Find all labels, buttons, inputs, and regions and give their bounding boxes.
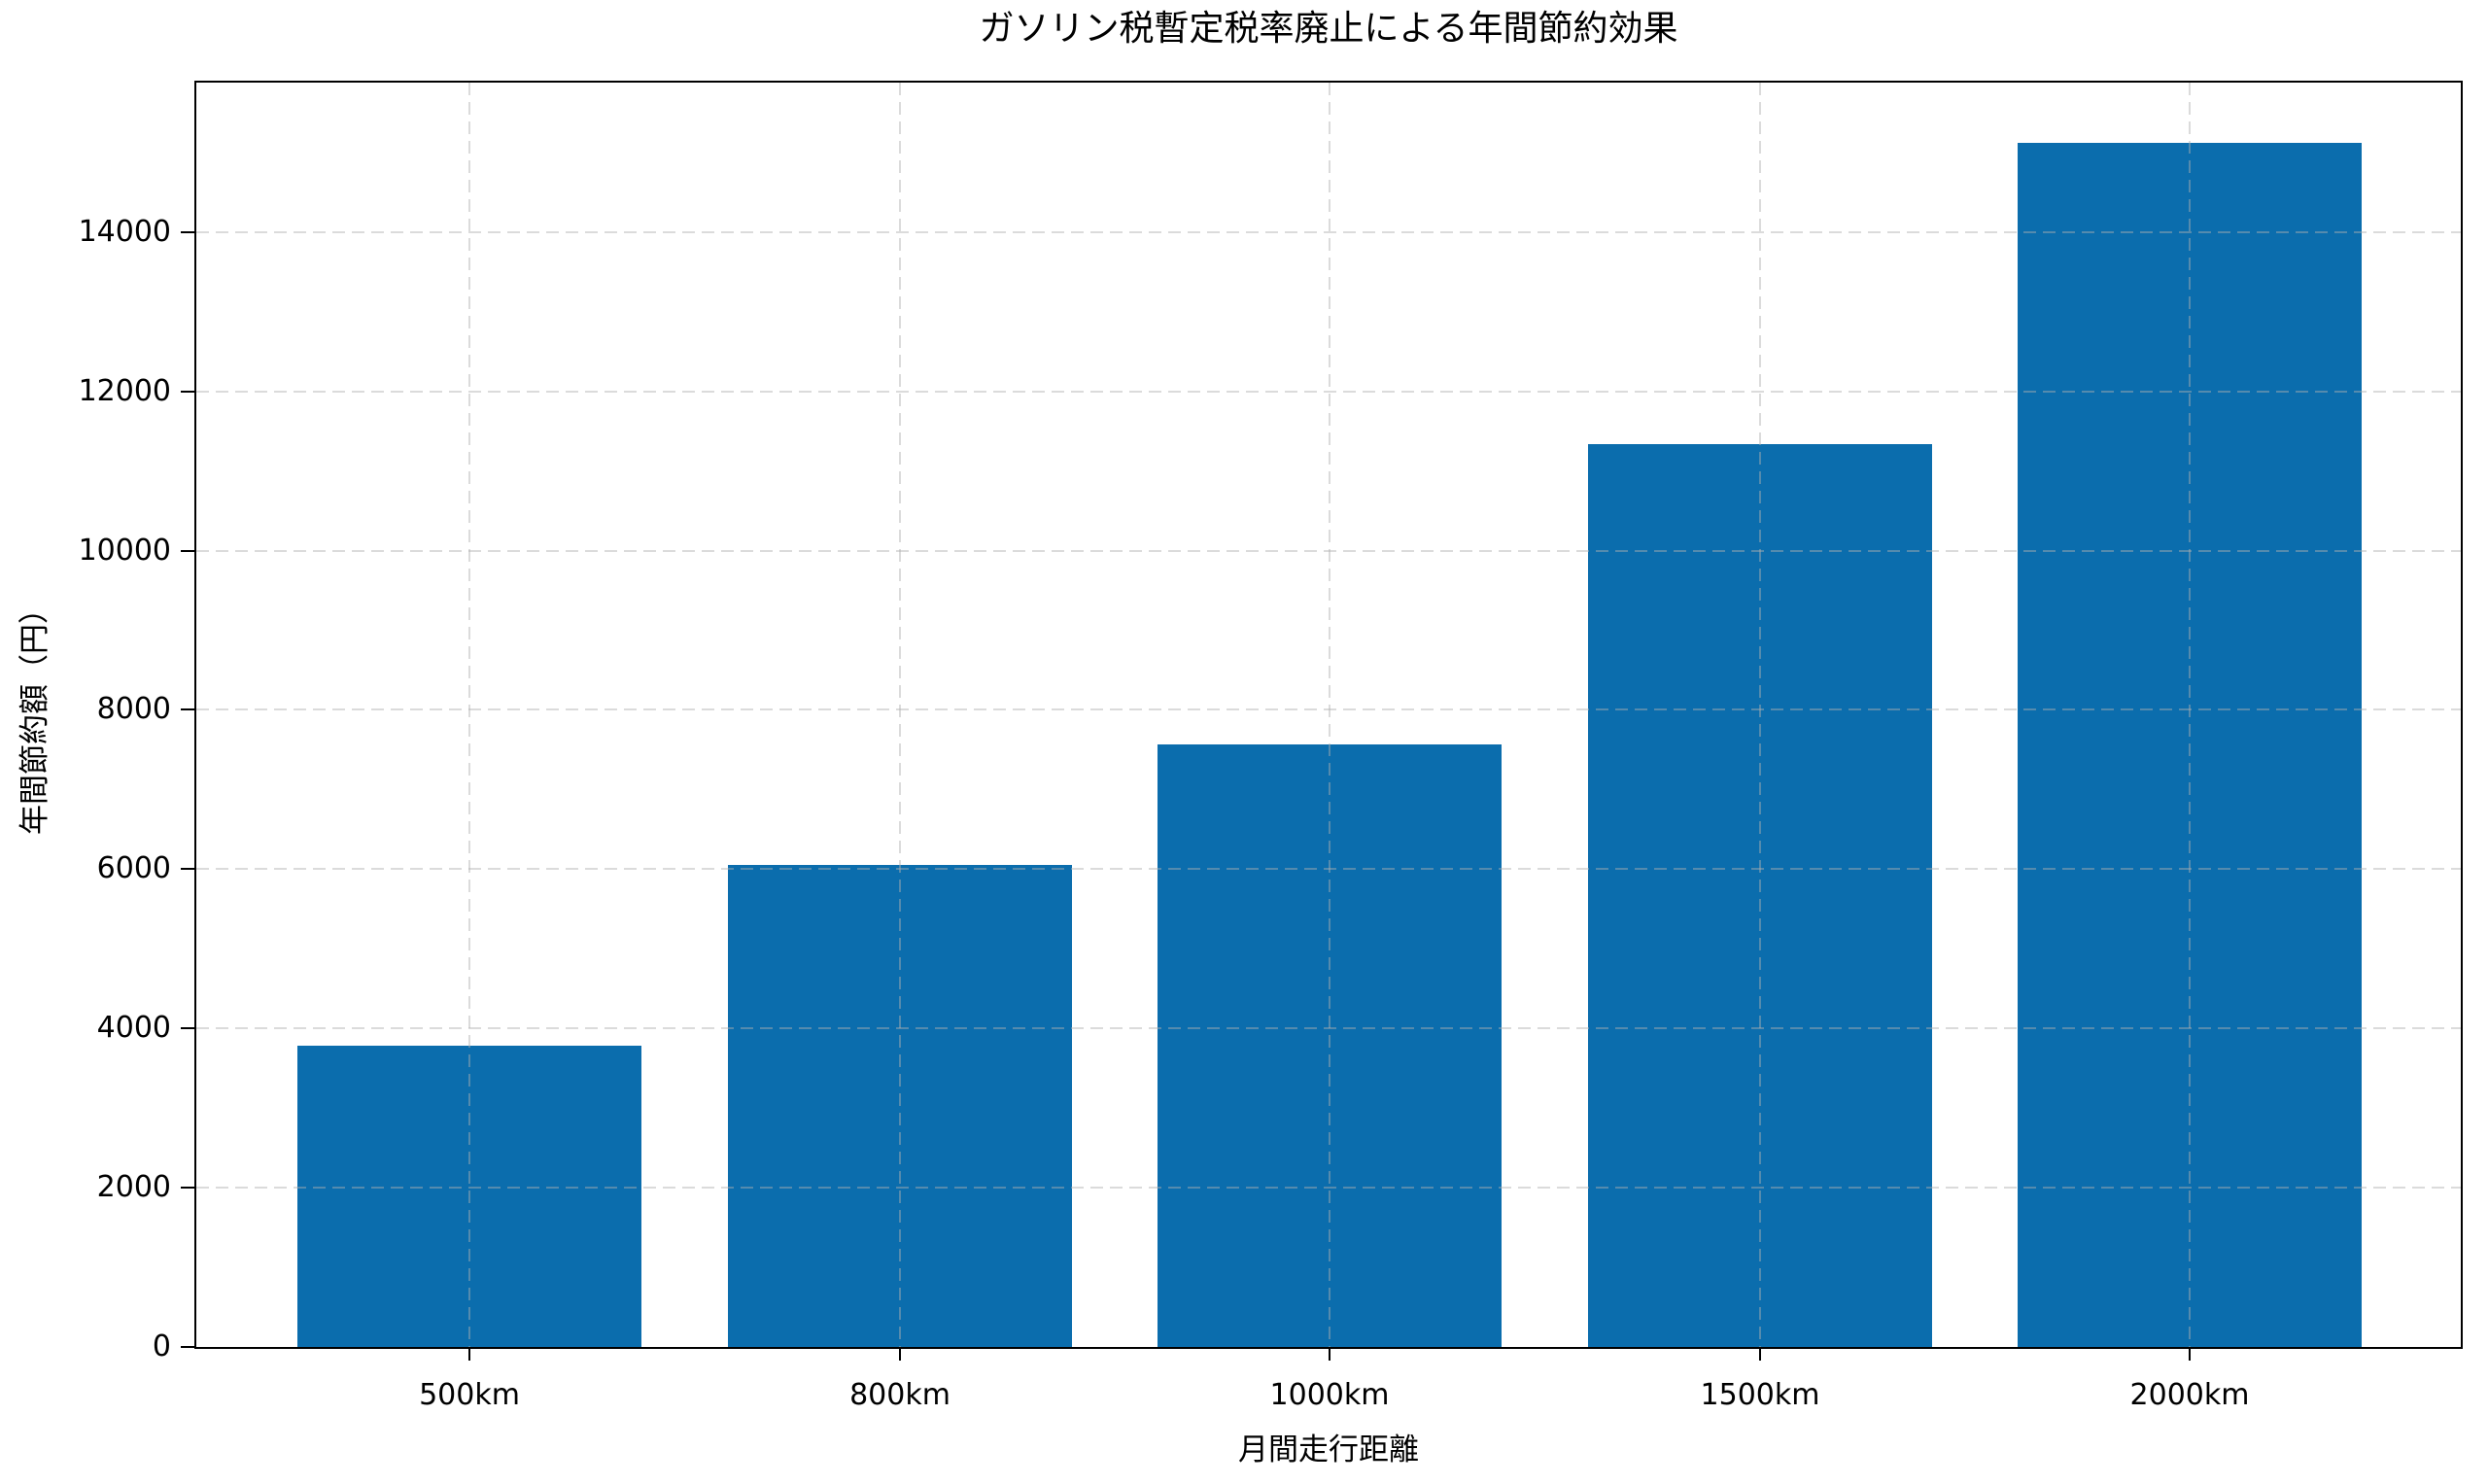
bar (1158, 744, 1502, 1347)
plot-area (194, 81, 2463, 1349)
v-gridline (899, 83, 901, 1347)
y-tick-label: 10000 (78, 534, 171, 568)
x-tick-label: 1000km (1269, 1378, 1390, 1412)
y-tick-mark (181, 1027, 194, 1029)
bar (1588, 444, 1932, 1347)
x-tick-label: 800km (849, 1378, 950, 1412)
h-gridline (196, 1027, 2461, 1029)
chart-title: ガソリン税暫定税率廃止による年間節約効果 (979, 9, 1678, 49)
h-gridline (196, 868, 2461, 870)
y-tick-label: 14000 (78, 215, 171, 249)
h-gridline (196, 1187, 2461, 1189)
y-tick-mark (181, 550, 194, 552)
v-gridline (2189, 83, 2191, 1347)
h-gridline (196, 550, 2461, 552)
x-axis-label: 月間走行距離 (1238, 1432, 1419, 1467)
y-tick-mark (181, 708, 194, 710)
x-tick-label: 2000km (2129, 1378, 2250, 1412)
x-tick-mark (468, 1347, 470, 1361)
y-tick-label: 12000 (78, 374, 171, 408)
y-tick-mark (181, 1346, 194, 1348)
h-gridline (196, 391, 2461, 393)
x-tick-label: 500km (419, 1378, 520, 1412)
bar (2018, 143, 2362, 1347)
v-gridline (1329, 83, 1330, 1347)
y-tick-label: 0 (152, 1329, 171, 1363)
x-tick-mark (1759, 1347, 1761, 1361)
y-tick-mark (181, 231, 194, 233)
x-tick-mark (2189, 1347, 2191, 1361)
x-tick-mark (1329, 1347, 1330, 1361)
bar (728, 865, 1072, 1347)
y-tick-label: 2000 (96, 1170, 171, 1204)
x-tick-mark (899, 1347, 901, 1361)
bar (297, 1046, 641, 1347)
y-tick-mark (181, 868, 194, 870)
x-tick-label: 1500km (1700, 1378, 1820, 1412)
y-tick-mark (181, 391, 194, 393)
y-tick-label: 8000 (96, 692, 171, 726)
y-tick-label: 6000 (96, 851, 171, 885)
v-gridline (1759, 83, 1761, 1347)
v-gridline (468, 83, 470, 1347)
y-tick-label: 4000 (96, 1011, 171, 1045)
h-gridline (196, 708, 2461, 710)
h-gridline (196, 231, 2461, 233)
y-tick-mark (181, 1187, 194, 1189)
